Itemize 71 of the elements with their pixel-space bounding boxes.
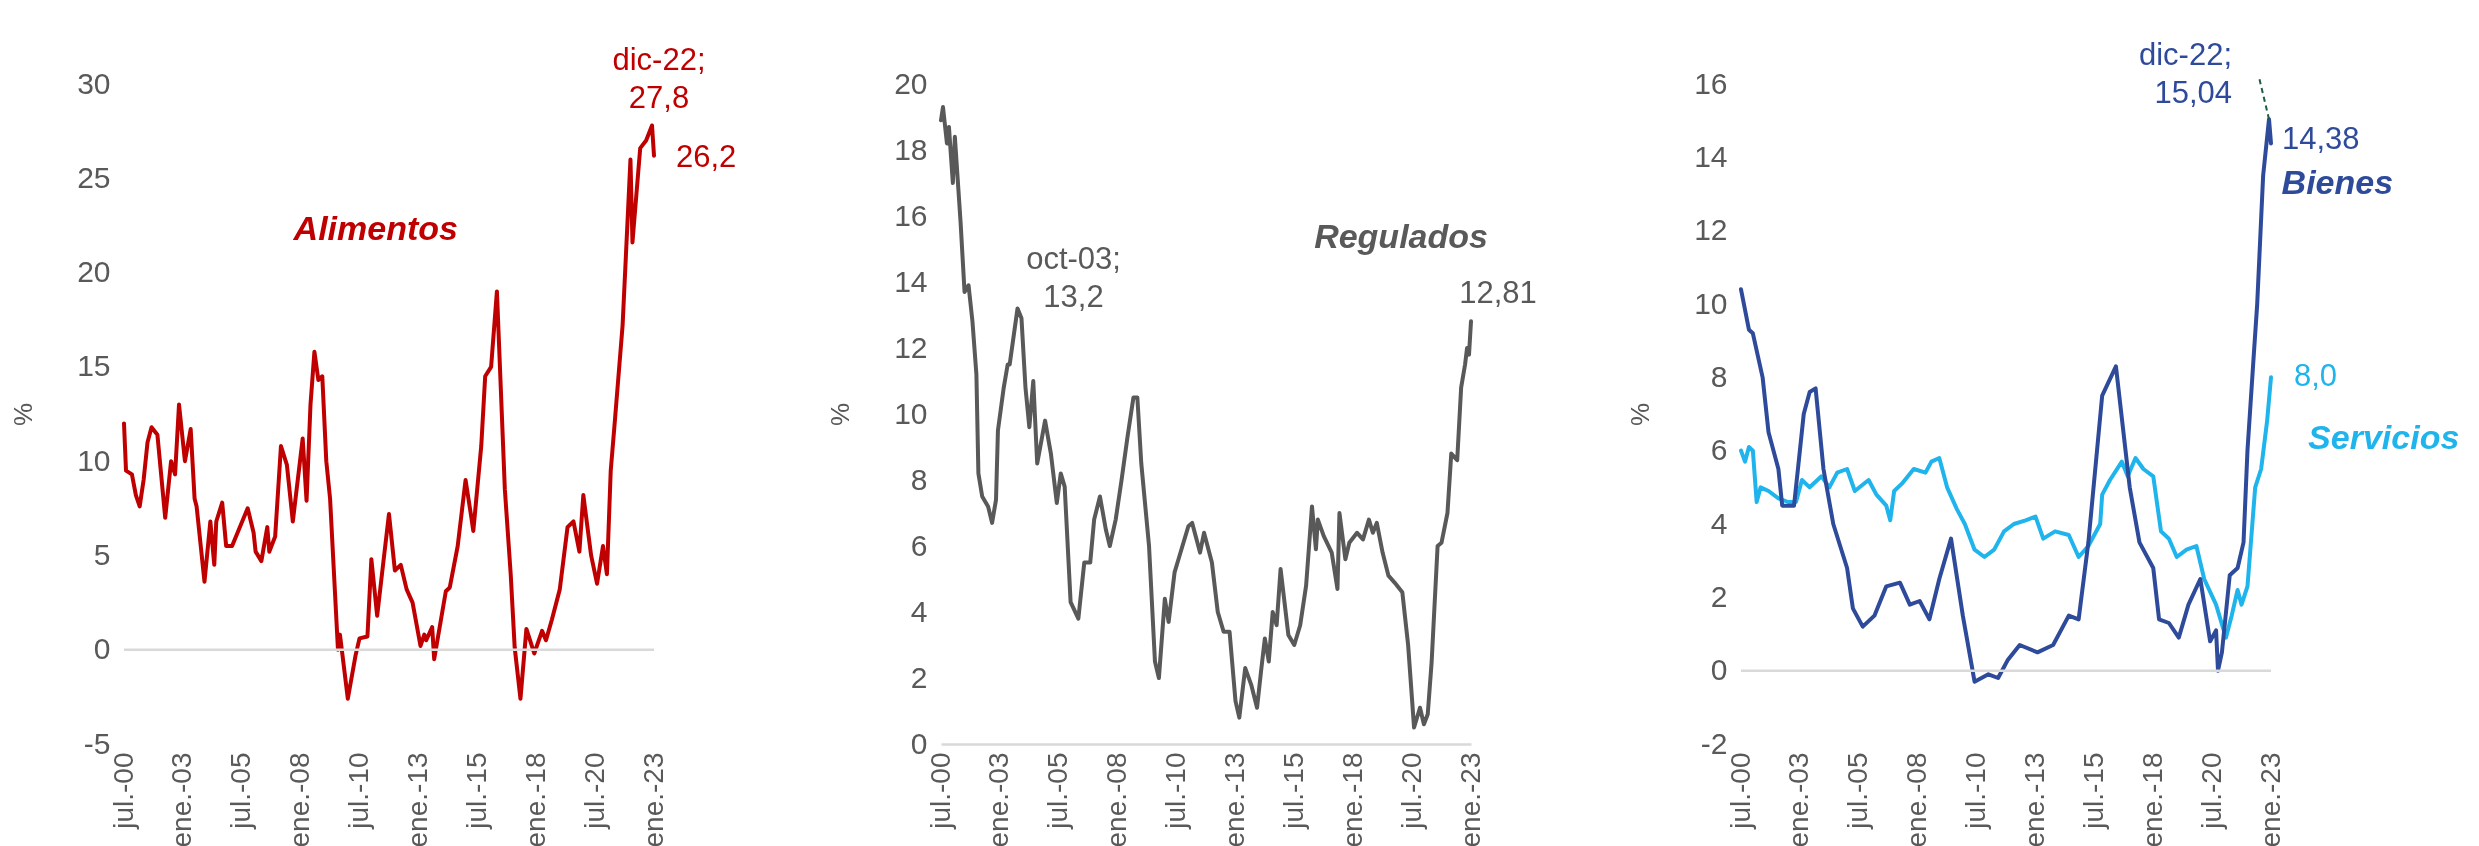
y-tick-label: 6 — [1710, 433, 1728, 467]
x-tick-label: jul.-10 — [343, 752, 374, 830]
x-tick-label: ene.-03 — [983, 752, 1015, 846]
x-tick-label: ene.-23 — [2254, 752, 2286, 846]
series-label: Alimentos — [292, 209, 458, 247]
line-series — [1739, 117, 2273, 684]
annotation: oct-03; 13,2 — [1026, 241, 1121, 315]
x-tick-label: ene.-08 — [284, 752, 316, 846]
y-tick-label: 15 — [77, 349, 111, 383]
y-tick-label: 30 — [77, 66, 111, 100]
series-label: Servicios — [2308, 418, 2460, 456]
y-tick-label: 4 — [910, 594, 928, 628]
x-tick-label: jul.-15 — [460, 752, 492, 830]
y-tick-label: 5 — [93, 537, 111, 571]
y-axis-title: % — [1625, 402, 1656, 427]
x-tick-label: jul.-10 — [1160, 752, 1191, 830]
y-tick-label: 2 — [910, 660, 928, 694]
x-tick-label: ene.-08 — [1901, 752, 1933, 846]
y-tick-label: 10 — [894, 396, 928, 430]
y-tick-label: 4 — [1710, 506, 1728, 540]
text: Regulados — [1314, 217, 1488, 255]
x-tick-label: jul.-05 — [225, 752, 257, 830]
y-tick-label: 14 — [1694, 139, 1728, 173]
x-tick-label: ene.-13 — [1219, 752, 1250, 846]
y-axis-title: % — [825, 402, 856, 427]
x-tick-label: jul.-15 — [2077, 752, 2109, 830]
line-series — [122, 123, 656, 701]
y-tick-label: 10 — [77, 443, 111, 477]
series-label: Bienes — [2281, 163, 2394, 201]
y-tick-label: 25 — [77, 160, 111, 194]
x-tick-label: ene.-23 — [637, 752, 669, 846]
x-tick-label: jul.-05 — [1842, 752, 1874, 830]
annotation: dic-22; 27,8 — [612, 42, 706, 116]
x-tick-label: ene.-08 — [1101, 752, 1133, 846]
x-tick-label: ene.-03 — [166, 752, 198, 846]
y-tick-label: 8 — [1710, 359, 1728, 393]
x-tick-label: ene.-03 — [1783, 752, 1815, 846]
y-tick-label: 16 — [1694, 66, 1728, 100]
annotation: 14,38 — [2282, 121, 2360, 157]
y-tick-label: 12 — [894, 330, 928, 364]
y-axis-title: % — [8, 402, 39, 427]
annotation: dic-22; 15,04 — [2138, 37, 2232, 111]
x-tick-label: jul.-15 — [1277, 752, 1309, 830]
x-tick-label: jul.-20 — [2195, 752, 2227, 830]
y-tick-label: 2 — [1710, 579, 1728, 613]
annotation: 8,0 — [2294, 358, 2338, 394]
y-tick-label: 0 — [93, 632, 111, 666]
annotation: 12,81 — [1459, 275, 1537, 311]
y-tick-label: 0 — [1710, 653, 1728, 687]
annotation: 26,2 — [676, 138, 737, 174]
y-tick-label: -2 — [1700, 726, 1728, 760]
y-tick-label: 6 — [910, 528, 928, 562]
y-tick-label: 20 — [894, 66, 928, 100]
x-tick-label: jul.-20 — [578, 752, 610, 830]
x-tick-label: jul.-20 — [1395, 752, 1427, 830]
x-tick-label: ene.-18 — [1336, 752, 1368, 846]
y-tick-label: 10 — [1694, 286, 1728, 320]
x-tick-label: jul.-10 — [1960, 752, 1991, 830]
line-series — [1739, 375, 2273, 640]
x-tick-label: ene.-23 — [1454, 752, 1486, 846]
y-tick-label: 8 — [910, 462, 928, 496]
x-tick-label: ene.-13 — [402, 752, 433, 846]
y-tick-label: 20 — [77, 255, 111, 289]
y-tick-label: 14 — [894, 264, 928, 298]
x-tick-label: ene.-13 — [2019, 752, 2050, 846]
x-tick-label: ene.-18 — [2136, 752, 2168, 846]
y-tick-label: 16 — [894, 198, 928, 232]
y-tick-label: 18 — [894, 132, 928, 166]
x-tick-label: jul.-05 — [1042, 752, 1074, 830]
y-tick-label: 12 — [1694, 213, 1728, 247]
x-tick-label: ene.-18 — [519, 752, 551, 846]
